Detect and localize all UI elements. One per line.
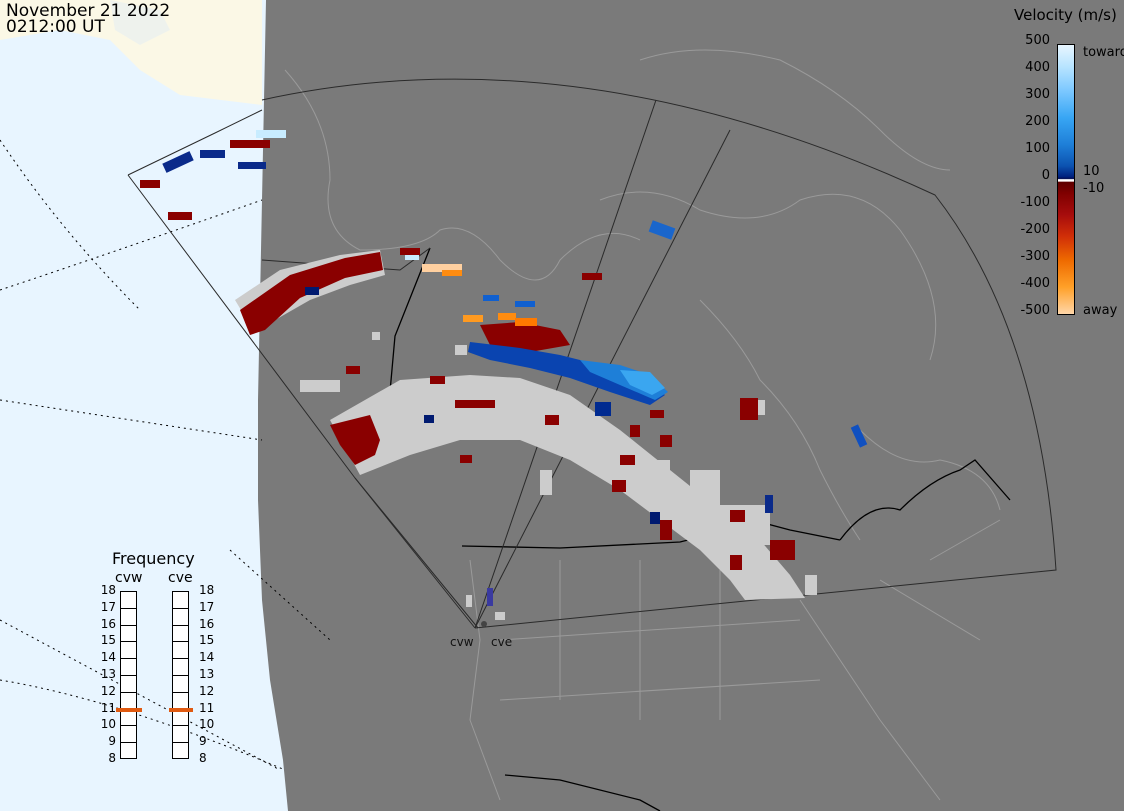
colorbar-tick: 200 (1025, 114, 1050, 129)
frequency-cell-divider (173, 675, 188, 676)
frequency-cell-divider (173, 658, 188, 660)
frequency-scale-tick: 12 (100, 683, 116, 698)
dayside-land (0, 0, 262, 105)
colorbar-tick: -300 (1020, 249, 1050, 264)
frequency-cell-divider (173, 624, 188, 626)
frequency-scale-tick: 16 (100, 616, 116, 631)
colorbar-tick: -100 (1020, 195, 1050, 210)
frequency-cell-divider (173, 607, 188, 609)
frequency-cell-divider (121, 641, 136, 643)
frequency-scale-tick: 18 (100, 583, 116, 597)
time-label: 0212:00 UT (6, 17, 105, 37)
frequency-scale-tick: 14 (199, 650, 215, 665)
frequency-cell-divider (121, 607, 136, 609)
night-area (258, 0, 1124, 811)
radar-label-cve: cve (491, 635, 513, 649)
frequency-scale-tick: 11 (100, 700, 116, 715)
frequency-scale-tick: 18 (199, 583, 215, 597)
frequency-scale-tick: 16 (199, 616, 215, 631)
frequency-radar-label: cvw (115, 570, 143, 586)
frequency-scale-tick: 9 (199, 734, 207, 749)
frequency-scale-tick: 10 (100, 717, 116, 732)
frequency-cell-divider (173, 691, 188, 693)
frequency-cell-divider (121, 675, 136, 676)
frequency-radar-label: cve (168, 570, 193, 586)
frequency-scale-tick: 15 (100, 633, 116, 648)
frequency-scale-tick: 15 (199, 633, 215, 648)
colorbar-away-label: away (1083, 303, 1118, 318)
frequency-bar-cve (172, 591, 189, 759)
frequency-cell-divider (173, 742, 188, 744)
velocity-away-low (140, 140, 795, 570)
colorbar-tick: 500 (1025, 33, 1050, 48)
radar-sites (466, 588, 505, 627)
frequency-bar-cvw (120, 591, 137, 759)
frequency-scale-tick: 17 (199, 599, 215, 614)
frequency-scale-tick: 13 (199, 667, 215, 681)
frequency-cell-divider (173, 725, 188, 727)
coastlines (284, 49, 1001, 801)
frequency-cell-divider (121, 725, 136, 727)
frequency-scale-tick: 10 (199, 717, 215, 732)
colorbar-tick: -400 (1020, 276, 1050, 291)
velocity-away-high (422, 264, 537, 326)
colorbar-tick: -500 (1020, 303, 1050, 318)
colorbar-toward-label: toward (1083, 45, 1124, 60)
colorbar-tick: 400 (1025, 60, 1050, 75)
dayside-land-2 (110, 0, 170, 45)
colorbar-title: Velocity (m/s) (1014, 6, 1117, 24)
frequency-cell-divider (121, 658, 136, 660)
colorbar-tick: 100 (1025, 141, 1050, 156)
colorbar-tick: 10 (1083, 164, 1100, 179)
velocity-colorbar (1057, 44, 1075, 315)
frequency-scale-tick: 13 (100, 667, 116, 681)
frequency-title: Frequency (112, 549, 195, 568)
grid-lines (0, 139, 331, 771)
velocity-toward (162, 130, 868, 524)
frequency-cell-divider (121, 742, 136, 744)
frequency-scale-tick: 8 (199, 751, 207, 765)
date-label: November 21 2022 (6, 1, 171, 21)
frequency-cell-divider (173, 641, 188, 643)
frequency-cell-divider (121, 691, 136, 693)
frequency-scale-tick: 12 (199, 683, 215, 698)
ocean-area (0, 0, 300, 811)
frequency-scale-tick: 17 (100, 599, 116, 614)
frequency-scale-tick: 8 (108, 751, 116, 765)
colorbar-tick: 0 (1041, 168, 1050, 183)
colorbar-tick: 300 (1025, 87, 1050, 102)
radar-label-cvw: cvw (450, 635, 474, 649)
frequency-marker-cvw (116, 708, 142, 713)
colorbar-tick: -10 (1083, 181, 1105, 196)
colorbar-tick: -200 (1020, 222, 1050, 237)
frequency-scale-tick: 9 (108, 734, 116, 749)
frequency-marker-cve (169, 708, 193, 713)
frequency-scale-tick: 11 (199, 700, 215, 715)
frequency-scale-tick: 14 (100, 650, 116, 665)
frequency-cell-divider (121, 624, 136, 626)
